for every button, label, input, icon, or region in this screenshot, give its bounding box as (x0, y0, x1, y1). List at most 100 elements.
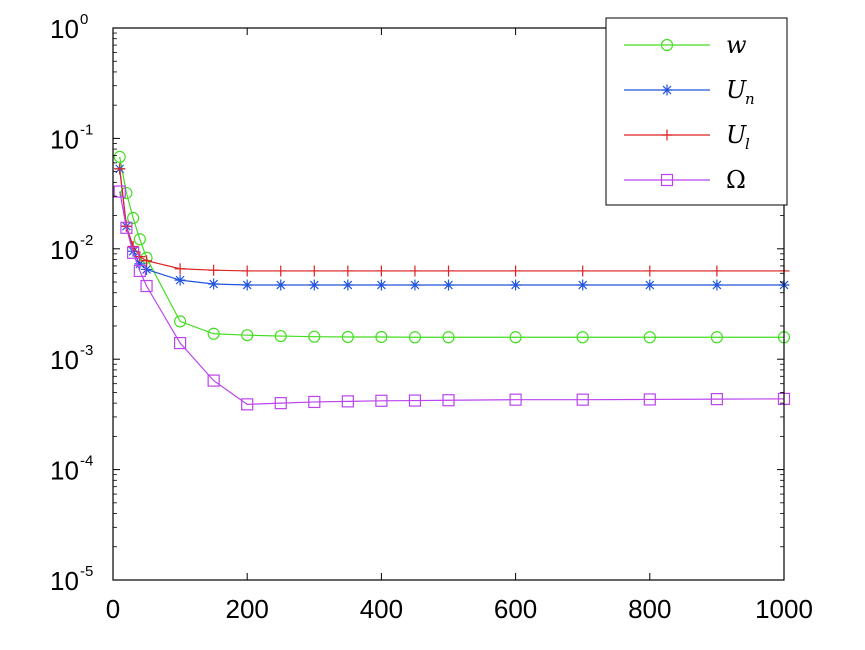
data-point-2-8 (275, 265, 287, 277)
data-point-3-1 (120, 221, 133, 234)
data-point-2-13 (443, 265, 454, 277)
data-point-1-11 (375, 279, 387, 291)
data-point-1-14 (510, 279, 522, 291)
data-point-3-8 (274, 397, 287, 410)
data-point-2-14 (510, 265, 522, 277)
data-point-2-7 (241, 265, 253, 277)
series-0 (113, 150, 791, 344)
y-tick-label: 10 (50, 566, 79, 596)
data-point-2-9 (308, 265, 320, 277)
data-point-1-17 (711, 279, 723, 291)
data-point-0-15 (576, 331, 589, 344)
data-point-2-6 (208, 264, 220, 276)
data-point-3-9 (308, 395, 321, 409)
legend-label-0: w (726, 31, 747, 59)
legend-label-1: U (726, 76, 747, 104)
data-point-1-16 (644, 279, 656, 291)
legend-marker-3 (660, 173, 674, 187)
data-point-0-7 (241, 329, 254, 342)
x-tick-label: 600 (494, 594, 537, 624)
data-point-2-5 (174, 263, 186, 275)
data-point-3-7 (241, 398, 254, 411)
y-tick-exponent: -5 (80, 563, 93, 580)
series-layer (113, 150, 791, 411)
y-tick-exponent: 0 (80, 11, 88, 28)
data-point-2-17 (711, 265, 723, 277)
data-point-0-17 (710, 331, 724, 344)
data-point-0-0 (113, 150, 126, 163)
data-point-2-11 (375, 265, 387, 277)
data-point-3-0 (113, 185, 126, 198)
data-point-0-13 (442, 331, 455, 344)
data-point-0-6 (207, 327, 220, 340)
data-point-1-6 (208, 278, 220, 290)
series-line-0 (119, 156, 784, 338)
data-point-2-3 (134, 251, 146, 263)
data-point-1-4 (141, 263, 153, 275)
data-point-3-16 (643, 393, 656, 406)
data-point-3-12 (408, 394, 422, 407)
data-point-0-8 (274, 329, 287, 343)
data-point-0-11 (375, 330, 388, 344)
legend-sublabel-1: n (745, 90, 755, 108)
x-tick-label: 1000 (755, 594, 813, 624)
x-tick-label: 400 (360, 594, 403, 624)
data-point-1-13 (443, 279, 454, 291)
y-tick-exponent: -2 (80, 232, 93, 249)
x-tick-label: 200 (226, 594, 269, 624)
data-point-0-1 (120, 186, 133, 200)
data-point-0-16 (643, 331, 656, 344)
data-point-1-5 (174, 274, 186, 286)
legend-entry-1: Un (624, 76, 755, 108)
legend-marker-1 (661, 84, 673, 96)
y-tick-exponent: -3 (80, 342, 93, 359)
data-point-3-10 (341, 395, 354, 408)
legend-marker-0 (660, 38, 674, 52)
data-point-0-9 (308, 330, 321, 343)
data-point-2-10 (342, 265, 354, 277)
data-point-3-17 (710, 393, 724, 406)
data-point-3-5 (174, 336, 187, 350)
data-point-3-2 (127, 246, 140, 259)
x-tick-label: 800 (628, 594, 671, 624)
y-tick-label: 10 (50, 235, 79, 265)
y-tick-label: 10 (50, 14, 79, 44)
y-tick-exponent: -4 (80, 453, 93, 470)
legend-entry-2: Ul (624, 121, 750, 153)
data-point-2-0 (114, 163, 126, 175)
data-point-3-4 (140, 279, 153, 293)
data-point-3-15 (576, 393, 589, 406)
legend-label-2: U (726, 121, 747, 149)
y-tick-label: 10 (50, 345, 79, 375)
data-point-3-6 (207, 374, 220, 387)
legend-entry-3: Ω (624, 166, 746, 194)
data-point-0-10 (341, 330, 354, 344)
data-point-0-12 (408, 331, 422, 344)
plot-frame (112, 27, 785, 581)
data-point-3-13 (442, 394, 455, 407)
y-tick-label: 10 (50, 124, 79, 154)
y-tick-exponent: -1 (80, 121, 93, 138)
data-point-2-15 (577, 265, 589, 277)
data-point-0-5 (174, 315, 187, 328)
data-point-0-3 (133, 233, 146, 246)
data-point-3-14 (509, 393, 522, 406)
legend-entry-0: w (624, 31, 747, 59)
data-point-1-7 (241, 279, 253, 291)
data-point-1-10 (342, 279, 354, 291)
data-point-0-2 (127, 211, 140, 225)
series-3 (113, 185, 791, 411)
legend-label-3: Ω (726, 166, 746, 194)
series-line-3 (119, 191, 785, 405)
data-point-2-2 (127, 240, 139, 252)
data-point-1-15 (577, 279, 589, 291)
data-point-0-14 (509, 331, 522, 344)
data-point-1-8 (275, 279, 287, 291)
data-point-2-16 (644, 265, 656, 277)
x-tick-label: 0 (106, 594, 120, 624)
y-tick-label: 10 (50, 456, 79, 486)
data-point-2-4 (141, 255, 153, 267)
